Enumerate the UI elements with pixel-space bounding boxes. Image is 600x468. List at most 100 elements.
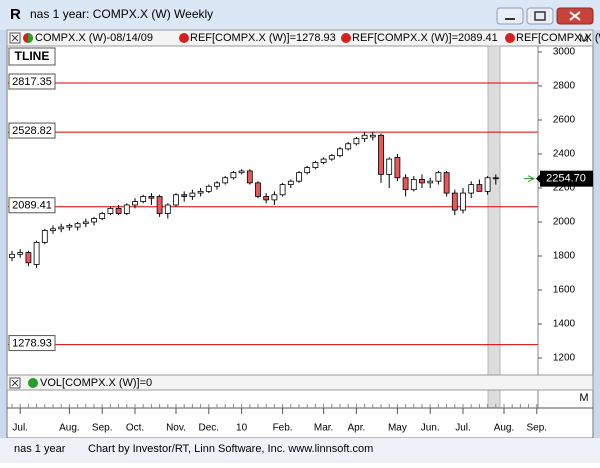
ref-label-box [8,197,56,214]
candle-body [337,148,343,157]
minimize-button[interactable] [496,7,524,25]
candle-body [402,177,409,191]
x-tick-label: Jul. [12,423,28,434]
ref-label: 2528.82 [12,125,52,137]
status-left: nas 1 year [14,443,66,455]
candle-body [287,180,294,185]
candle-body [378,134,384,175]
y-tick-label: 1600 [553,285,576,296]
tline-label: TLINE [15,49,50,63]
panel-marker: M [579,392,588,404]
last-value-arrow [524,175,536,183]
candle-body [140,196,147,202]
x-tick-label: Dec. [199,423,220,434]
candle-body [246,170,253,184]
candle-body [255,182,261,197]
ref-dot [341,33,351,43]
status-bar [0,438,600,463]
candle-body [156,196,163,214]
x-tick-label: Feb. [273,423,293,434]
header-ref: REF[COMPX.X (W)]=1278.93 [190,32,336,44]
candle-body [238,170,245,174]
ref-label: 1278.93 [12,337,52,349]
close-glyph [569,11,581,21]
candle-body [181,194,188,197]
candle-body [435,172,442,182]
x-tick-label: Jun. [421,423,440,434]
candle-body [419,179,425,184]
candle-body [33,241,40,265]
candle-body [123,204,130,214]
candle-body [222,177,229,184]
candle-body [17,252,24,255]
header-symbol: COMPX.X (W)-08/14/09 [35,32,153,44]
close-box-glyph [11,379,19,387]
candle-body [296,172,302,182]
x-tick-label: May [388,423,407,434]
maximize-button[interactable] [526,7,554,25]
x-tick-label: Sep. [527,423,548,434]
candle-body [205,185,212,192]
candle-body [427,180,434,184]
window-title: nas 1 year: COMPX.X (W) Weekly [30,7,213,21]
candle-body [41,230,48,243]
y-tick-label: 3000 [553,47,576,58]
ref-label-box [8,73,56,90]
x-tick-label: Oct. [126,423,144,434]
candle-body [107,207,114,214]
candle-body [132,201,138,206]
x-tick-label: 10 [236,423,248,434]
y-tick-label: 1200 [553,353,576,364]
last-value-label: 2254.70 [546,173,586,185]
candle-body [394,156,401,179]
candle-body [361,134,368,140]
y-tick-label: 2600 [553,115,576,126]
candle-body [82,221,89,225]
y-tick-label: 2200 [553,183,576,194]
candle-body [328,155,335,160]
candle-body [148,196,155,199]
x-tick-label: Aug. [59,423,80,434]
candle-body [410,179,417,191]
x-tick-label: Jul. [455,423,471,434]
last-value-pointer [536,174,540,183]
x-tick-label: Aug. [494,423,515,434]
candle-body [451,192,458,211]
ref-label-box [8,122,56,139]
candle-body [173,194,179,206]
header-ref: REF[COMPX.X (W [516,32,600,44]
y-tick-label: 1800 [553,251,576,262]
ref-label-box [8,335,56,352]
candle-body [66,224,73,228]
candle-body [91,218,97,223]
x-tick-label: Apr. [348,423,366,434]
candle-body [50,228,56,231]
header-ref: REF[COMPX.X (W)]=2089.41 [352,32,498,44]
candle-body [484,177,491,192]
candle-body [214,182,220,187]
app-icon: R [10,6,21,23]
candle-body [99,213,106,219]
ref-label: 2817.35 [12,76,52,88]
candle-body [271,194,278,201]
candle-body [492,177,499,180]
candle-body [460,192,466,211]
maximize-glyph [534,11,546,21]
y-tick-label: 2800 [553,81,576,92]
candle-body [369,134,376,138]
x-tick-label: Mar. [314,423,333,434]
y-tick-label: 1400 [553,319,576,330]
candle-body [386,158,393,175]
panel-marker: M [579,33,588,45]
volume-dot [28,378,38,388]
candle-body [25,252,32,264]
y-tick-label: 2400 [553,149,576,160]
candle-body [263,196,270,201]
candle-body [197,190,204,194]
tline-box[interactable] [8,47,56,66]
candle-body [230,172,237,179]
candle-body [320,158,327,163]
ref-dot [505,33,515,43]
candle-body [353,138,360,145]
